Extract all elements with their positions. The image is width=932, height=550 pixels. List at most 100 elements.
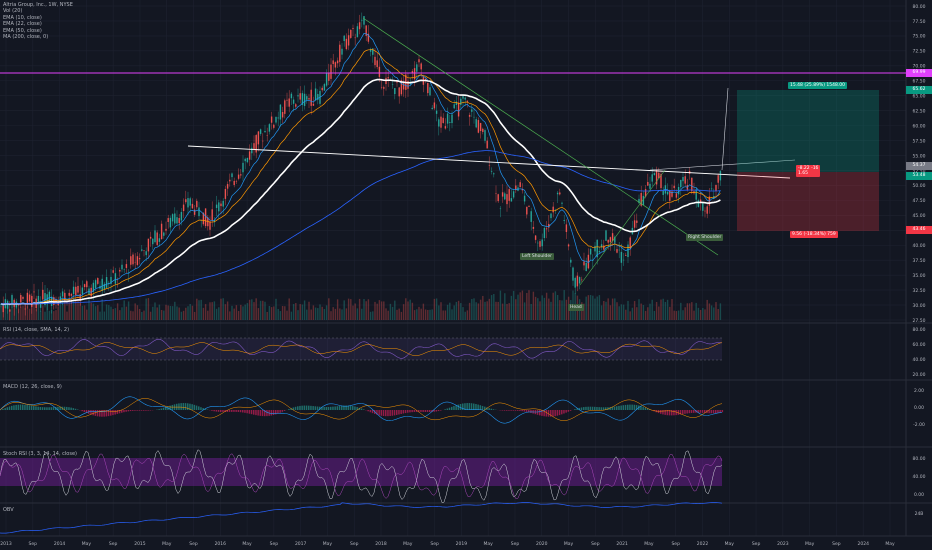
macd-hist-bar <box>521 410 523 412</box>
macd-hist-bar <box>244 410 246 413</box>
macd-hist-bar <box>57 406 59 410</box>
rsi-axis-label: 40.00 <box>913 357 926 363</box>
macd-hist-bar <box>514 410 517 411</box>
volume-bar <box>581 302 583 320</box>
volume-bar <box>677 310 680 320</box>
macd-hist-bar <box>204 408 207 410</box>
macd-hist-bar <box>677 410 680 415</box>
volume-bar <box>451 309 453 320</box>
macd-hist-bar <box>673 410 675 416</box>
volume-bar <box>372 311 374 320</box>
candle-body <box>182 204 185 212</box>
time-axis-label: May <box>644 541 654 547</box>
macd-hist-bar <box>147 410 149 411</box>
macd-hist-bar <box>589 406 592 410</box>
volume-bar <box>620 304 623 320</box>
macd-hist-bar <box>688 410 691 414</box>
macd-hist-bar <box>704 410 706 413</box>
macd-hist-bar <box>686 410 688 414</box>
candle-body <box>339 44 341 62</box>
macd-hist-bar <box>77 409 79 410</box>
time-axis-label: May <box>242 541 252 547</box>
volume-bar <box>103 311 106 320</box>
candle-body <box>486 140 488 149</box>
volume-bar <box>138 308 141 320</box>
candle-body <box>435 110 438 114</box>
volume-bar <box>42 305 44 320</box>
volume-bar <box>647 307 649 320</box>
volume-bar <box>226 301 229 320</box>
volume-bar <box>17 308 20 320</box>
macd-hist-bar <box>125 410 127 412</box>
macd-hist-bar <box>239 410 242 413</box>
macd-hist-bar <box>455 405 457 410</box>
macd-hist-bar <box>664 410 666 415</box>
macd-hist-bar <box>585 406 587 410</box>
volume-bar <box>292 304 295 320</box>
macd-hist-bar <box>385 410 387 417</box>
volume-bar <box>479 299 482 320</box>
macd-hist-bar <box>11 405 13 410</box>
candle-body <box>383 87 385 89</box>
macd-hist-bar <box>587 406 589 410</box>
macd-hist-bar <box>697 410 699 413</box>
volume-bar <box>644 310 647 320</box>
candle-body <box>611 233 614 241</box>
candle-body <box>352 28 354 29</box>
volume-bar <box>717 309 719 320</box>
macd-hist-bar <box>363 409 365 410</box>
volume-bar <box>233 308 235 320</box>
candle-body <box>134 261 136 263</box>
volume-bar <box>209 302 211 320</box>
volume-bar <box>490 295 493 320</box>
candle-body <box>312 103 315 106</box>
candle-body <box>570 259 572 263</box>
volume-bar <box>270 307 273 320</box>
macd-hist-bar <box>413 410 416 412</box>
macd-hist-bar <box>567 410 570 412</box>
macd-hist-bar <box>83 410 86 413</box>
candle-body <box>455 101 458 105</box>
macd-hist-bar <box>310 405 312 410</box>
macd-hist-bar <box>583 407 585 410</box>
volume-bar <box>554 291 557 320</box>
candle-body <box>479 123 482 132</box>
volume-bar <box>11 304 13 320</box>
volume-bar <box>246 303 249 320</box>
macd-hist-bar <box>409 410 411 413</box>
volume-bar <box>321 306 323 320</box>
volume-bar <box>211 302 213 320</box>
macd-hist-bar <box>294 406 297 410</box>
time-axis-label: 2024 <box>857 541 869 547</box>
volume-bar <box>279 311 282 320</box>
candle-body <box>662 190 664 195</box>
candle-body <box>497 194 499 202</box>
volume-bar <box>171 306 174 320</box>
time-axis-label: Sep <box>270 541 279 547</box>
macd-hist-bar <box>4 408 6 410</box>
candle-body <box>119 270 121 272</box>
candle-body <box>317 94 319 100</box>
macd-hist-bar <box>569 410 572 411</box>
volume-bar <box>543 297 546 320</box>
candle-body <box>180 211 183 221</box>
macd-hist-bar <box>690 410 693 413</box>
price-tag-top: 69.99 <box>906 69 932 77</box>
candle-body <box>627 244 629 258</box>
candle-body <box>28 294 31 302</box>
volume-bar <box>559 300 561 320</box>
volume-bar <box>495 301 497 320</box>
stoch-axis-label: 0.00 <box>914 492 924 498</box>
candle-body <box>565 224 568 233</box>
candle-body <box>552 206 554 213</box>
volume-bar <box>475 302 477 320</box>
volume-bar <box>585 296 587 320</box>
candle-body <box>543 227 546 238</box>
candle-body <box>295 104 297 107</box>
macd-hist-bar <box>622 405 625 410</box>
obv-line <box>0 502 723 534</box>
volume-bar <box>550 301 552 320</box>
candle-body <box>372 48 374 55</box>
macd-hist-bar <box>275 410 277 415</box>
macd-hist-bar <box>158 409 160 410</box>
